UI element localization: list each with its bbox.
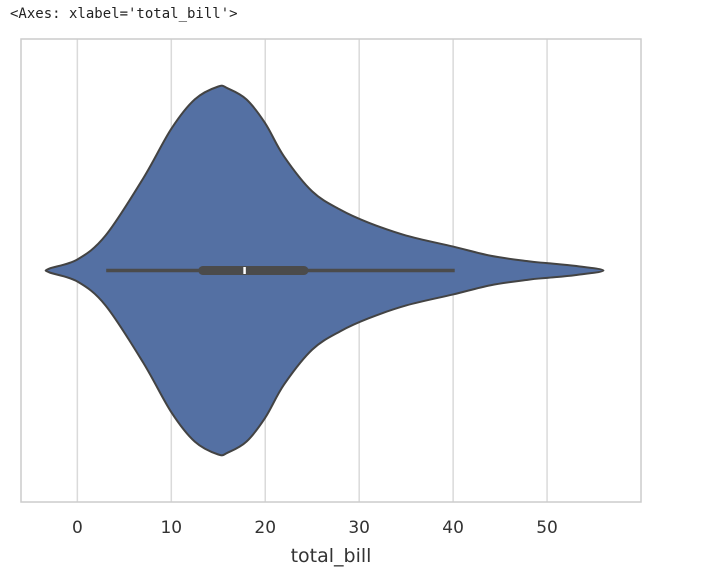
plot-frame (20, 38, 642, 503)
x-tick-labels: 0 10 20 30 40 50 (72, 518, 558, 538)
x-tick-label-3: 30 (348, 518, 370, 538)
axes-repr-output: <Axes: xlabel='total_bill'> (10, 6, 238, 22)
x-axis-label: total_bill (291, 545, 372, 567)
x-tick-label-1: 10 (160, 518, 182, 538)
x-tick-label-0: 0 (72, 518, 83, 538)
x-tick-label-2: 20 (254, 518, 276, 538)
x-tick-label-5: 50 (536, 518, 558, 538)
x-tick-label-4: 40 (442, 518, 464, 538)
